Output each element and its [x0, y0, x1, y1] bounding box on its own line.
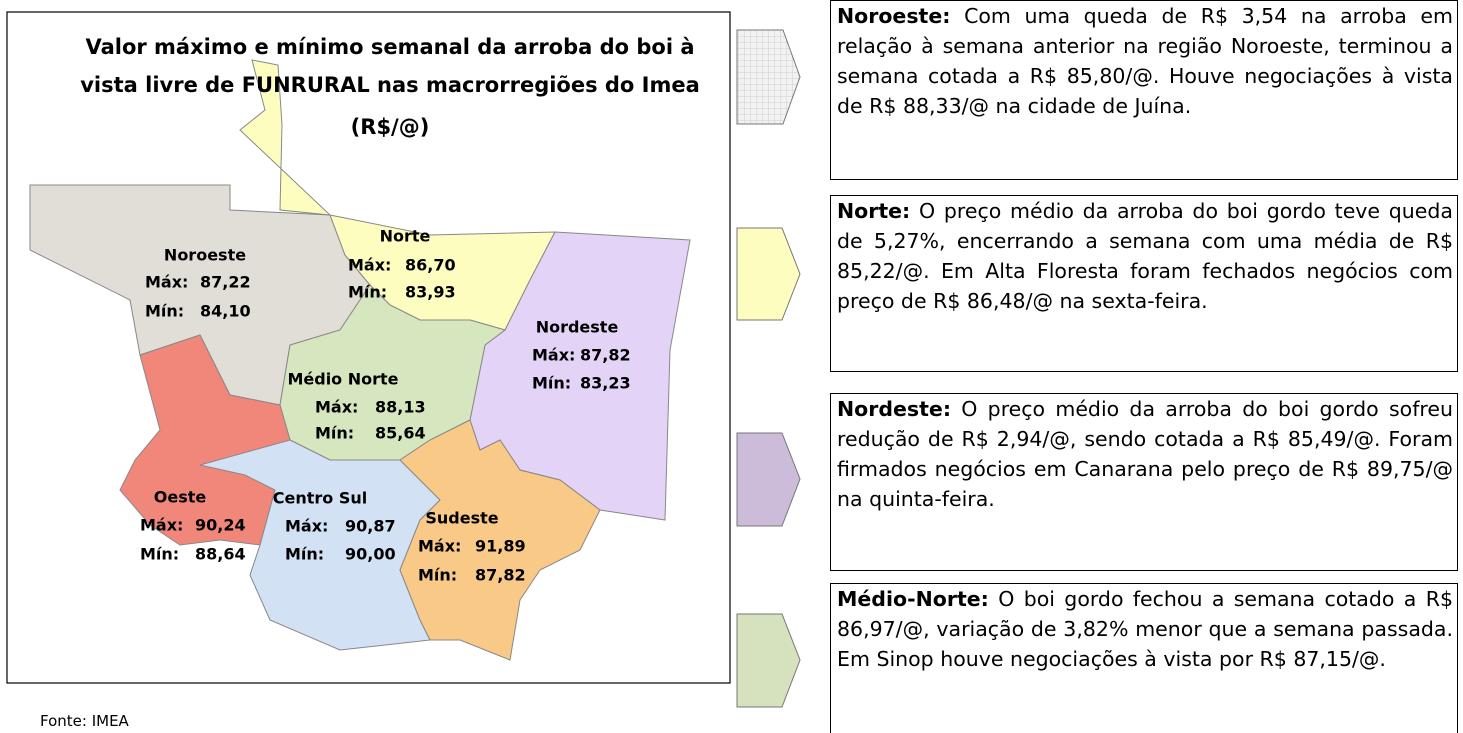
region-name: Norte — [380, 227, 431, 246]
max-value: 90,87 — [345, 517, 396, 536]
min-label: Mín: — [145, 302, 184, 321]
arrow-noroeste — [736, 29, 801, 125]
region-name: Médio Norte — [287, 370, 398, 389]
note-region: Noroeste: — [837, 4, 951, 28]
note: Norte: O preço médio da arroba do boi go… — [830, 195, 1458, 372]
max-value: 87,82 — [580, 346, 631, 365]
max-label: Máx: — [145, 273, 188, 292]
note-text: O preço médio da arroba do boi gordo sof… — [837, 397, 1453, 511]
max-label: Máx: — [140, 516, 183, 535]
note: Nordeste: O preço médio da arroba do boi… — [830, 393, 1458, 571]
arrow-norte — [736, 227, 801, 321]
max-value: 87,22 — [200, 273, 251, 292]
min-value: 90,00 — [345, 545, 396, 564]
min-label: Mín: — [348, 283, 387, 302]
source: Fonte: IMEA — [40, 712, 129, 730]
min-label: Mín: — [418, 566, 457, 585]
min-value: 83,23 — [580, 374, 631, 393]
map-title: Valor máximo e mínimo semanal da arroba … — [85, 35, 694, 59]
note: Noroeste: Com uma queda de R$ 3,54 na ar… — [830, 0, 1458, 180]
region-name: Oeste — [154, 488, 207, 507]
region-name: Noroeste — [164, 246, 246, 265]
region-name: Nordeste — [536, 318, 619, 337]
note-region: Médio-Norte: — [837, 587, 989, 611]
max-label: Máx: — [348, 256, 391, 275]
min-value: 83,93 — [405, 283, 456, 302]
max-value: 91,89 — [475, 537, 526, 556]
note-text: O preço médio da arroba do boi gordo tev… — [837, 199, 1453, 313]
min-label: Mín: — [285, 545, 324, 564]
region-sudeste — [399, 419, 601, 661]
regions — [29, 59, 691, 661]
note-text: O boi gordo fechou a semana cotado a R$ … — [837, 587, 1453, 671]
max-label: Máx: — [285, 517, 328, 536]
min-value: 88,64 — [195, 545, 246, 564]
max-value: 90,24 — [195, 516, 246, 535]
max-value: 86,70 — [405, 256, 456, 275]
arrows — [736, 29, 801, 708]
map-title: vista livre de FUNRURAL nas macrorregiõe… — [80, 73, 700, 97]
max-label: Máx: — [315, 398, 358, 417]
max-value: 88,13 — [375, 398, 426, 417]
min-label: Mín: — [140, 545, 179, 564]
min-value: 87,82 — [475, 566, 526, 585]
arrow-nordeste — [736, 432, 801, 527]
min-label: Mín: — [532, 374, 571, 393]
note-region: Nordeste: — [837, 397, 952, 421]
min-label: Mín: — [315, 424, 354, 443]
arrow-medio-norte — [736, 613, 801, 708]
map-title: (R$/@) — [351, 115, 430, 139]
note: Médio-Norte: O boi gordo fechou a semana… — [830, 583, 1458, 733]
region-name: Sudeste — [425, 509, 498, 528]
max-label: Máx: — [418, 537, 461, 556]
min-value: 85,64 — [375, 424, 426, 443]
note-region: Norte: — [837, 199, 911, 223]
note-text: Com uma queda de R$ 3,54 na arroba em re… — [837, 4, 1453, 118]
min-value: 84,10 — [200, 302, 251, 321]
region-name: Centro Sul — [273, 489, 367, 508]
max-label: Máx: — [532, 346, 575, 365]
